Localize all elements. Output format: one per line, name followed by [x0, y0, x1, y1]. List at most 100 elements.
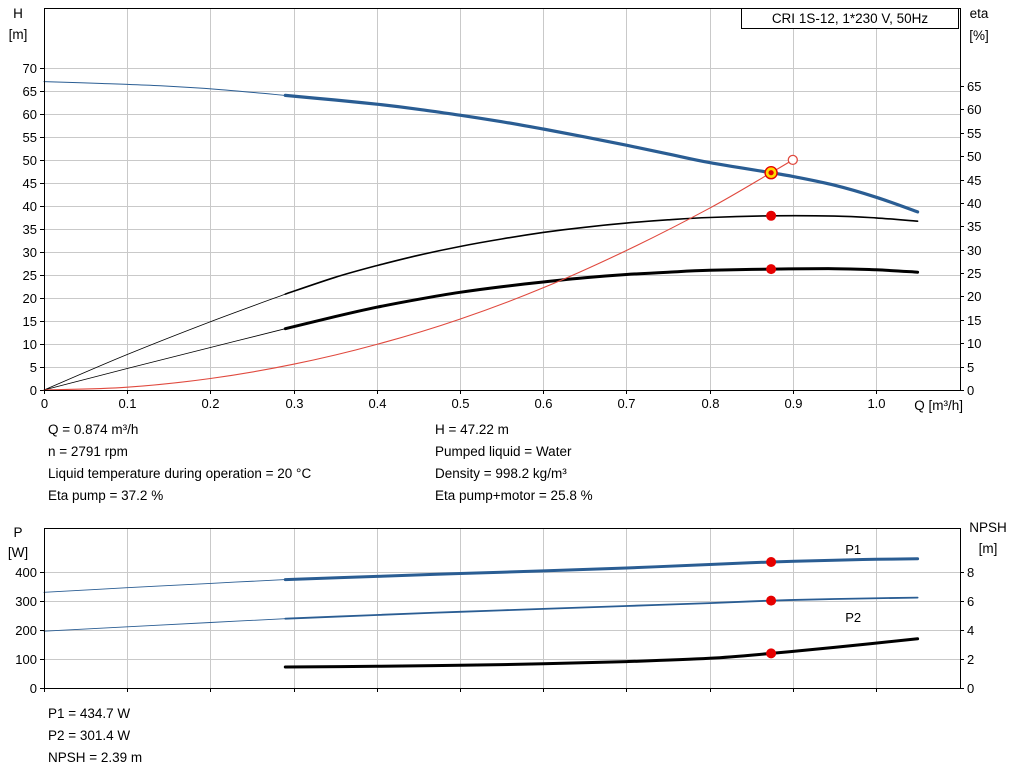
- info-head: H = 47.22 m: [435, 422, 509, 437]
- y-right-tick-label: 0: [967, 383, 974, 398]
- y-right-tick-label: 2: [967, 652, 974, 667]
- curve-label-p1: P1: [845, 542, 861, 557]
- y-right-tick-label: 60: [967, 102, 981, 117]
- x-tick-label: 0.5: [451, 396, 469, 411]
- npsh-y-right-axis-label-unit: [m]: [979, 541, 998, 556]
- info-p1: P1 = 434.7 W: [48, 706, 131, 721]
- x-tick-label: 0.8: [701, 396, 719, 411]
- curve-p2-lead: [43, 618, 286, 632]
- info-pumped-liquid: Pumped liquid = Water: [435, 444, 572, 459]
- y-left-tick-label: 5: [30, 360, 37, 375]
- x-tick-label: 0.4: [368, 396, 386, 411]
- y-right-tick-label: 5: [967, 360, 974, 375]
- hq-plot-layer: 0 0.1 0.2 0.3 0.4 0.5 0.6 0.7 0.8 0.9 1.0 0 5 10 15 20 2…: [23, 8, 981, 411]
- y-left-tick-label: 10: [23, 337, 37, 352]
- chart-title-box-frame: [741, 8, 959, 29]
- x-tick-label: 0.2: [201, 396, 219, 411]
- info-eta-pump-motor: Eta pump+motor = 25.8 %: [435, 488, 593, 503]
- y-right-tick-label: 20: [967, 289, 981, 304]
- power-info: P1 = 434.7 W P2 = 301.4 W NPSH = 2.39 m: [48, 703, 142, 769]
- y-right-axis-label-unit: [%]: [969, 28, 989, 43]
- system-curve-end-circle: [787, 154, 798, 166]
- y-right-tick-label: 4: [967, 623, 974, 638]
- y-left-tick-label: 60: [23, 107, 37, 122]
- curve-eta-pump: [284, 214, 919, 295]
- y-right-tick-label: 30: [967, 243, 981, 258]
- curve-h-curve: [283, 93, 920, 214]
- curve-eta-pump-motor-lead: [43, 328, 286, 391]
- y-left-tick-label: 0: [30, 383, 37, 398]
- plot-frame: [44, 528, 961, 689]
- y-left-tick-label: 65: [23, 84, 37, 99]
- y-right-axis-label-symbol: eta: [970, 6, 989, 21]
- x-axis-label: Q [m³/h]: [914, 398, 963, 413]
- curve-h-curve-lead: [43, 81, 286, 96]
- duty-point-eta-pump-motor[interactable]: [766, 264, 777, 275]
- x-tick-label: 0.3: [285, 396, 303, 411]
- power-y-left-axis-label-symbol: P: [13, 525, 22, 540]
- duty-info-right: H = 47.22 m Pumped liquid = Water Densit…: [435, 419, 593, 507]
- y-right-tick-label: 35: [967, 219, 981, 234]
- y-left-tick-label: 55: [23, 130, 37, 145]
- y-left-tick-label: 70: [23, 61, 37, 76]
- y-left-tick-label: 0: [30, 681, 37, 696]
- y-left-tick-label: 40: [23, 199, 37, 214]
- x-tick-label: 0.7: [617, 396, 635, 411]
- curve-eta-pump-motor: [283, 267, 920, 331]
- y-right-tick-label: 50: [967, 149, 981, 164]
- info-density: Density = 998.2 kg/m³: [435, 466, 567, 481]
- x-tick-label: 0.9: [784, 396, 802, 411]
- y-left-tick-label: 45: [23, 176, 37, 191]
- duty-info-left: Q = 0.874 m³/h n = 2791 rpm Liquid tempe…: [48, 419, 311, 507]
- y-left-tick-label: 200: [15, 623, 37, 638]
- y-left-axis-label-unit: [m]: [9, 27, 28, 42]
- duty-point-eta-pump[interactable]: [766, 210, 777, 221]
- power-plot-layer: 0 100 200 300 400 0 2 4 6 8 P1 P2: [15, 528, 974, 696]
- npsh-y-right-axis-label-symbol: NPSH: [969, 520, 1007, 535]
- curve-label-p2: P2: [845, 610, 861, 625]
- y-right-tick-label: 65: [967, 79, 981, 94]
- y-right-tick-label: 0: [967, 681, 974, 696]
- y-right-tick-label: 25: [967, 266, 981, 281]
- y-right-tick-label: 6: [967, 594, 974, 609]
- y-left-tick-label: 300: [15, 594, 37, 609]
- x-tick-label: 0.6: [534, 396, 552, 411]
- x-tick-label: 0: [41, 396, 48, 411]
- hq-eta-chart: 0 0.1 0.2 0.3 0.4 0.5 0.6 0.7 0.8 0.9 1.0 0 5 10 15 20 2…: [9, 6, 989, 413]
- chart-title-box: CRI 1S-12, 1*230 V, 50Hz: [741, 8, 959, 29]
- info-npsh: NPSH = 2.39 m: [48, 750, 143, 765]
- curve-eta-pump-lead: [43, 293, 286, 391]
- y-left-tick-label: 25: [23, 268, 37, 283]
- info-flow: Q = 0.874 m³/h: [48, 422, 139, 437]
- plot-frame: [44, 8, 961, 391]
- y-right-tick-label: 10: [967, 336, 981, 351]
- power-npsh-chart: 0 100 200 300 400 0 2 4 6 8 P1 P2 P [W] NPSH [m]: [8, 520, 1007, 696]
- y-left-tick-label: 30: [23, 245, 37, 260]
- chart-title: CRI 1S-12, 1*230 V, 50Hz: [772, 11, 929, 26]
- curve-p1: [283, 557, 920, 582]
- x-tick-label: 1.0: [867, 396, 885, 411]
- info-liquid-temperature: Liquid temperature during operation = 20…: [48, 466, 312, 481]
- curve-system-curve: [43, 159, 794, 391]
- curve-p2: [284, 596, 919, 620]
- duty-point-npsh[interactable]: [766, 648, 777, 659]
- y-right-tick-label: 15: [967, 313, 981, 328]
- info-speed: n = 2791 rpm: [48, 444, 128, 459]
- y-right-tick-label: 40: [967, 196, 981, 211]
- curve-npsh: [283, 637, 920, 669]
- duty-point-p1[interactable]: [766, 557, 777, 567]
- y-left-tick-label: 100: [15, 652, 37, 667]
- info-p2: P2 = 301.4 W: [48, 728, 131, 743]
- y-right-tick-label: 55: [967, 126, 981, 141]
- y-right-tick-label: 8: [967, 565, 974, 580]
- duty-point-p2[interactable]: [766, 595, 777, 606]
- info-eta-pump: Eta pump = 37.2 %: [48, 488, 164, 503]
- y-right-tick-label: 45: [967, 173, 981, 188]
- y-left-tick-label: 50: [23, 153, 37, 168]
- power-y-left-axis-label-unit: [W]: [8, 545, 28, 560]
- y-left-tick-label: 15: [23, 314, 37, 329]
- x-tick-label: 0.1: [118, 396, 136, 411]
- y-left-tick-label: 400: [15, 565, 37, 580]
- y-left-tick-label: 35: [23, 222, 37, 237]
